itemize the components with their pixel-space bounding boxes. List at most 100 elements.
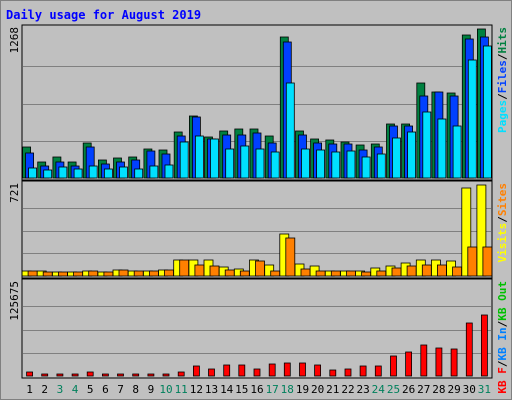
bar-sites-day-22 bbox=[346, 270, 356, 277]
bar-sites-day-11 bbox=[179, 259, 190, 277]
bar-kbf-day-1 bbox=[26, 371, 34, 377]
bar-sites-day-28 bbox=[436, 264, 447, 277]
bar-sites-day-13 bbox=[209, 265, 220, 277]
bar-kbf-day-7 bbox=[117, 373, 124, 377]
legend-entry: / bbox=[496, 216, 509, 223]
bar-kbf-day-24 bbox=[374, 365, 382, 377]
x-tick-label-day-1: 1 bbox=[26, 383, 33, 396]
bar-sites-day-10 bbox=[164, 269, 174, 277]
x-tick-label-day-20: 20 bbox=[311, 383, 324, 396]
legend-entry: Sites bbox=[496, 183, 509, 216]
x-tick-label-day-7: 7 bbox=[117, 383, 124, 396]
bar-pages-day-7 bbox=[119, 166, 128, 179]
bar-pages-day-21 bbox=[331, 151, 341, 179]
bar-pages-day-27 bbox=[422, 111, 432, 179]
x-tick-label-day-2: 2 bbox=[41, 383, 48, 396]
bar-sites-day-4 bbox=[73, 271, 83, 277]
x-tick-label-day-13: 13 bbox=[205, 383, 218, 396]
bar-sites-day-29 bbox=[452, 266, 463, 277]
legend-entry: / bbox=[496, 320, 509, 327]
bar-pages-day-25 bbox=[392, 137, 401, 179]
legend-entry: / bbox=[496, 93, 509, 100]
bar-sites-day-25 bbox=[391, 267, 402, 277]
x-tick-label-day-23: 23 bbox=[356, 383, 369, 396]
bar-pages-day-19 bbox=[301, 148, 310, 179]
bar-sites-day-24 bbox=[376, 270, 387, 277]
bar-kbf-day-13 bbox=[208, 368, 215, 377]
bar-pages-day-10 bbox=[164, 164, 174, 179]
bar-pages-day-1 bbox=[28, 167, 38, 179]
x-axis-day-labels: 1 2 3 4 5 6 7 8 9 10 11 12 13 14 15 16 17 18 19 20 21 22 23 24 2… bbox=[26, 383, 491, 396]
bar-sites-day-30 bbox=[467, 246, 478, 277]
legend-entry: Pages bbox=[496, 100, 509, 133]
bar-sites-day-31 bbox=[482, 246, 493, 277]
bar-kbf-day-11 bbox=[177, 371, 185, 377]
x-tick-label-day-22: 22 bbox=[341, 383, 354, 396]
x-tick-label-day-6: 6 bbox=[102, 383, 109, 396]
x-tick-label-day-10: 10 bbox=[159, 383, 172, 396]
bar-sites-day-6 bbox=[103, 271, 114, 277]
legend-entry: KB F bbox=[496, 367, 509, 394]
x-tick-label-day-31: 31 bbox=[478, 383, 491, 396]
panel-frame bbox=[21, 278, 493, 379]
bar-kbf-day-18 bbox=[283, 362, 291, 377]
legend-entry: KB In bbox=[496, 327, 509, 360]
bar-sites-day-12 bbox=[194, 264, 205, 277]
x-tick-label-day-9: 9 bbox=[148, 383, 155, 396]
bar-pages-day-3 bbox=[58, 166, 68, 179]
bar-kbf-day-26 bbox=[405, 351, 413, 377]
bar-kbf-day-12 bbox=[192, 365, 200, 377]
bar-kbf-day-20 bbox=[314, 364, 322, 377]
bar-kbf-day-5 bbox=[86, 371, 94, 377]
bar-kbf-day-19 bbox=[299, 362, 306, 377]
bar-sites-day-19 bbox=[300, 268, 311, 277]
bar-kbf-day-28 bbox=[435, 347, 443, 377]
x-tick-label-day-27: 27 bbox=[417, 383, 430, 396]
bar-pages-day-18 bbox=[285, 82, 295, 179]
x-tick-label-day-16: 16 bbox=[250, 383, 263, 396]
axis-max-label: 1268 bbox=[8, 27, 21, 54]
x-tick-label-day-17: 17 bbox=[266, 383, 279, 396]
bar-kbf-day-30 bbox=[465, 322, 473, 377]
bar-sites-day-2 bbox=[42, 271, 53, 277]
bar-kbf-day-22 bbox=[344, 368, 352, 377]
bar-sites-day-5 bbox=[88, 270, 99, 277]
bar-sites-day-9 bbox=[148, 270, 159, 277]
bar-kbf-day-16 bbox=[253, 368, 261, 377]
legend-entry: KB Out bbox=[496, 281, 509, 321]
bar-sites-day-21 bbox=[330, 270, 341, 277]
bar-sites-day-16 bbox=[255, 260, 265, 277]
legend-entry: Files bbox=[496, 60, 509, 93]
bar-pages-day-24 bbox=[376, 153, 386, 179]
bar-kbf-day-31 bbox=[480, 314, 488, 377]
bar-pages-day-9 bbox=[149, 165, 159, 179]
bar-kbf-day-17 bbox=[268, 363, 276, 377]
legend-entry: Visits bbox=[496, 223, 509, 263]
series-sites bbox=[27, 237, 493, 277]
x-tick-label-day-25: 25 bbox=[387, 383, 400, 396]
bar-sites-day-14 bbox=[224, 269, 235, 277]
x-tick-label-day-15: 15 bbox=[235, 383, 248, 396]
bar-sites-day-1 bbox=[27, 270, 38, 277]
bar-visits-day-31 bbox=[476, 184, 487, 277]
panel-legend: Pages/Files/Hits bbox=[496, 27, 509, 133]
x-tick-label-day-28: 28 bbox=[432, 383, 445, 396]
bar-sites-day-26 bbox=[406, 265, 417, 277]
panel-visits-sites: 721 Visits/Sites bbox=[8, 180, 509, 279]
x-tick-label-day-24: 24 bbox=[372, 383, 386, 396]
x-tick-label-day-26: 26 bbox=[402, 383, 415, 396]
bar-pages-day-26 bbox=[407, 131, 417, 179]
bar-sites-day-18 bbox=[285, 237, 296, 277]
bar-kbf-day-29 bbox=[450, 348, 458, 377]
bar-sites-day-27 bbox=[421, 264, 432, 277]
bar-kbf-day-14 bbox=[223, 364, 231, 377]
bar-sites-day-23 bbox=[361, 271, 372, 277]
panel-legend: Visits/Sites bbox=[496, 183, 509, 263]
bar-kbf-day-23 bbox=[359, 365, 367, 377]
bar-pages-day-22 bbox=[346, 150, 356, 179]
bar-kbf-day-3 bbox=[56, 373, 64, 377]
bar-sites-day-8 bbox=[133, 270, 144, 277]
bar-kbf-day-9 bbox=[147, 373, 155, 377]
